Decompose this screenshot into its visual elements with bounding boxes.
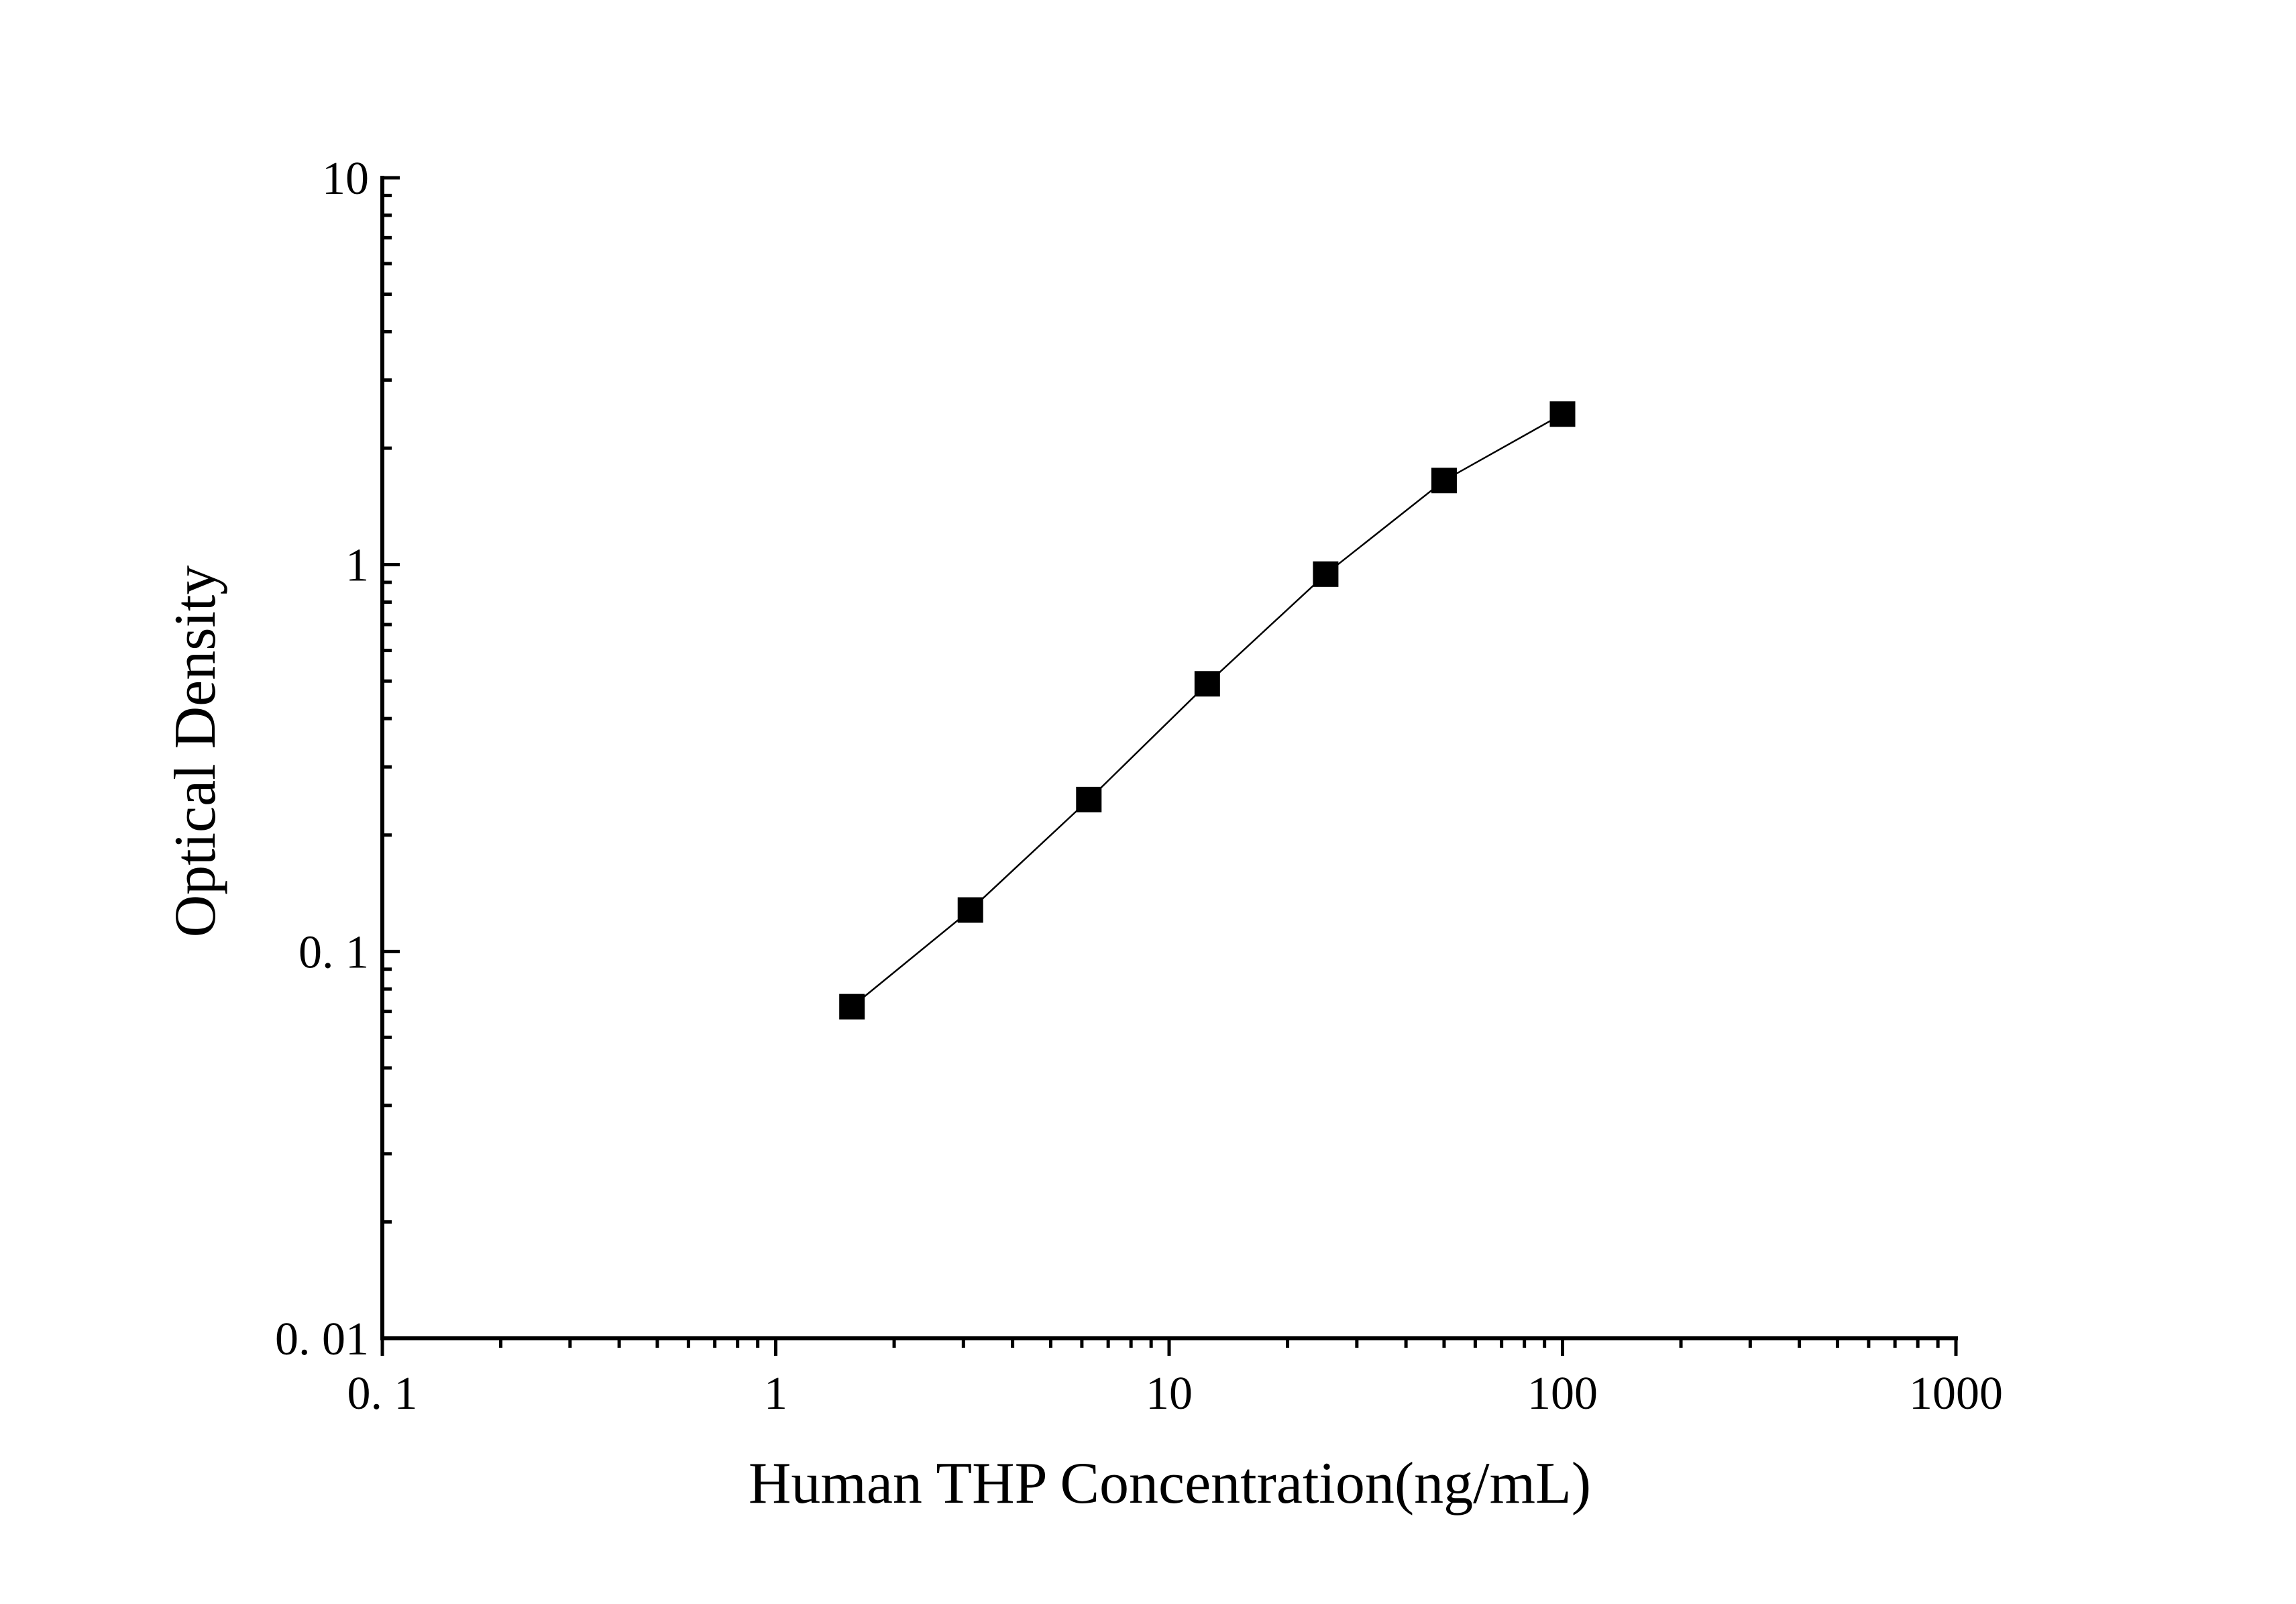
x-ticks — [380, 1338, 1958, 1356]
x-tick-label: 0. 1 — [347, 1368, 418, 1420]
y-tick-labels: 0. 01 0. 1 1 10 — [275, 153, 369, 1365]
data-point — [1076, 786, 1102, 812]
y-tick-label: 1 — [345, 540, 369, 592]
x-axis-title: Human THP Concentration(ng/mL) — [749, 1451, 1591, 1516]
data-point — [957, 897, 983, 923]
data-point — [1549, 401, 1576, 427]
y-ticks — [382, 176, 400, 1340]
y-tick-label: 0. 01 — [275, 1314, 369, 1365]
data-point — [1313, 561, 1339, 587]
y-axis-title: Optical Density — [163, 566, 228, 938]
data-point — [1431, 468, 1457, 494]
y-tick-label: 0. 1 — [298, 926, 369, 978]
x-tick-label: 1 — [764, 1368, 787, 1420]
x-tick-labels: 0. 1 1 10 100 1000 — [347, 1368, 2004, 1420]
y-tick-label: 10 — [322, 153, 369, 205]
data-point — [839, 994, 865, 1020]
data-point — [1194, 671, 1220, 697]
x-tick-label: 10 — [1146, 1368, 1193, 1420]
axes — [380, 176, 1958, 1340]
x-tick-label: 100 — [1527, 1368, 1598, 1420]
x-tick-label: 1000 — [1909, 1368, 2003, 1420]
series — [839, 401, 1576, 1020]
